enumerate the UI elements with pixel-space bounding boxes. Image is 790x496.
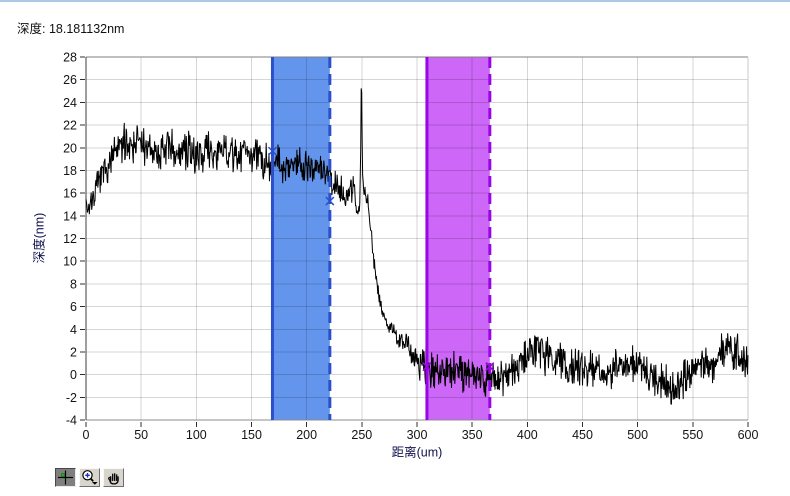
cursor-region-fills <box>272 57 490 420</box>
measure-region-cursor-marker[interactable] <box>422 362 432 372</box>
x-tick-label: 350 <box>462 428 483 442</box>
y-tick-label: 16 <box>63 187 77 201</box>
x-tick-label: 200 <box>296 428 317 442</box>
reference-region-fill <box>272 57 330 420</box>
x-tick-label: 450 <box>572 428 593 442</box>
x-axis-title: 距离(um) <box>391 445 443 460</box>
window-top-edge <box>0 0 790 2</box>
cursor-x-glyph <box>485 362 495 372</box>
plot-area[interactable] <box>86 57 748 420</box>
zoom-tool-button[interactable] <box>79 468 100 487</box>
hand-icon <box>107 472 119 485</box>
cursor-region-edges[interactable] <box>267 57 495 420</box>
cursor-tool-button[interactable] <box>55 468 76 487</box>
x-tick-label: 550 <box>682 428 703 442</box>
x-tick-label: 50 <box>134 428 148 442</box>
x-tick-label: 500 <box>627 428 648 442</box>
cursor-x-glyph <box>422 362 432 372</box>
y-tick-label: 10 <box>63 255 77 269</box>
y-tick-label: 12 <box>63 232 77 246</box>
y-axis-title: 深度(nm) <box>32 212 47 264</box>
y-tick-label: 4 <box>70 323 77 337</box>
depth-reading-label: 深度: 18.181132nm <box>17 22 125 36</box>
y-tick-label: 6 <box>70 300 77 314</box>
magnifier-plus-icon <box>82 470 98 485</box>
y-tick-label: -2 <box>66 391 77 405</box>
y-tick-label: 24 <box>63 96 77 110</box>
x-tick-label: 250 <box>351 428 372 442</box>
y-tick-label: 2 <box>70 345 77 359</box>
reference-region-cursor-marker[interactable] <box>325 196 335 206</box>
y-tick-label: 20 <box>63 141 77 155</box>
plot-frame <box>85 56 749 421</box>
reference-region-cursor-marker[interactable] <box>267 146 277 156</box>
cursor-x-glyph <box>267 146 277 156</box>
crosshair-icon <box>58 470 73 485</box>
y-tick-label: 14 <box>63 209 77 223</box>
y-tick-label: 0 <box>70 368 77 382</box>
y-tick-label: 26 <box>63 73 77 87</box>
x-tick-label: 600 <box>738 428 759 442</box>
x-tick-label: 300 <box>407 428 428 442</box>
x-tick-label: 400 <box>517 428 538 442</box>
cursor-x-glyph <box>325 196 335 206</box>
x-tick-label: 0 <box>83 428 90 442</box>
y-tick-label: 22 <box>63 119 77 133</box>
x-tick-label: 150 <box>241 428 262 442</box>
x-tick-label: 100 <box>186 428 207 442</box>
pan-tool-button[interactable] <box>103 468 124 487</box>
y-tick-label: 18 <box>63 164 77 178</box>
graph-palette <box>55 468 124 487</box>
depth-profile-line <box>85 88 749 405</box>
y-tick-label: 28 <box>63 51 77 65</box>
measure-region-cursor-marker[interactable] <box>485 362 495 372</box>
y-tick-label: 8 <box>70 277 77 291</box>
y-tick-label: -4 <box>66 414 77 428</box>
